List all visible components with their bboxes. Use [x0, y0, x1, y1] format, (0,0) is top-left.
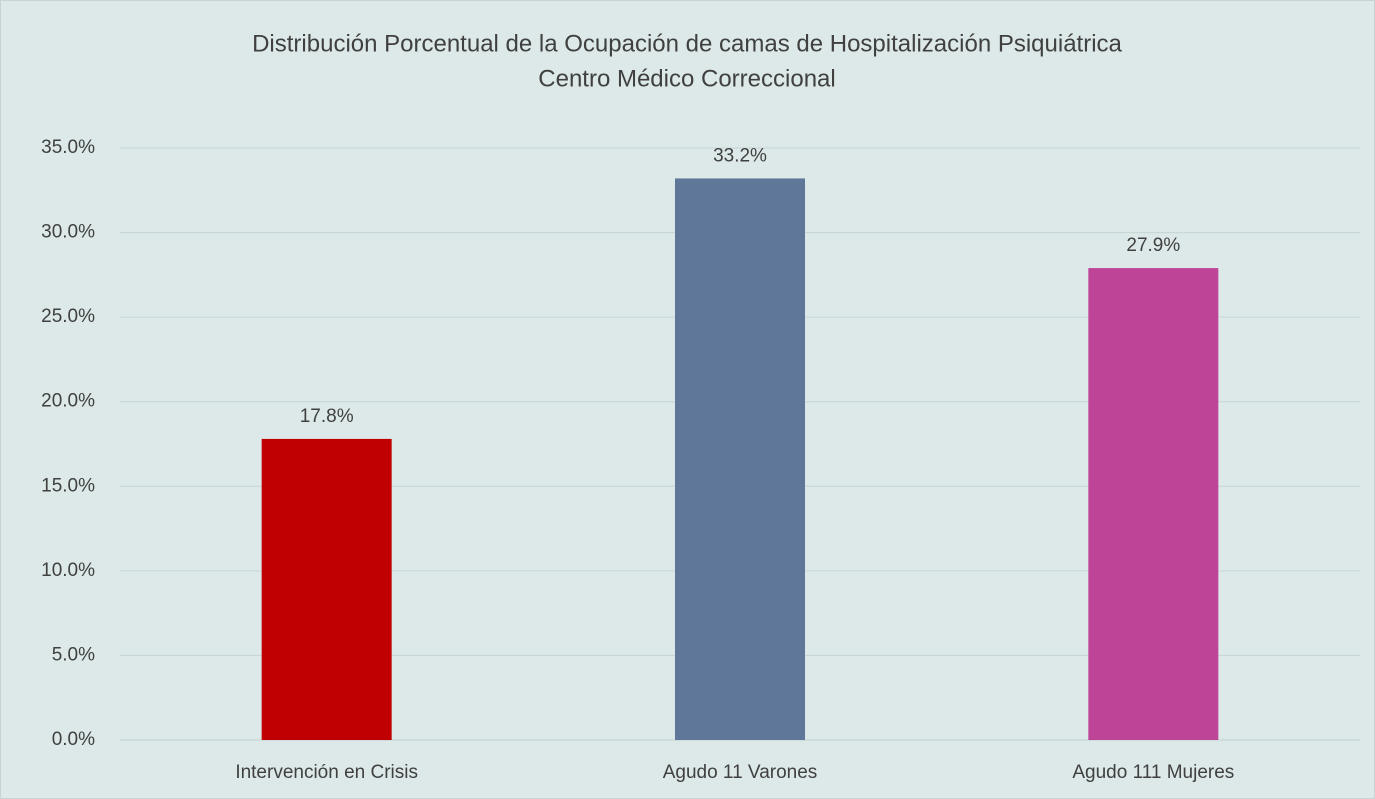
chart-title: Distribución Porcentual de la Ocupación … [252, 30, 1122, 57]
chart-subtitle: Centro Médico Correccional [538, 65, 835, 92]
bar [675, 178, 805, 741]
x-tick-label: Agudo 11 Varones [663, 762, 818, 783]
data-label: 33.2% [713, 145, 767, 166]
y-tick-label: 20.0% [41, 391, 95, 412]
y-tick-label: 25.0% [41, 306, 95, 327]
x-tick-label: Agudo 111 Mujeres [1072, 762, 1234, 783]
y-tick-label: 15.0% [41, 475, 95, 496]
y-tick-label: 30.0% [41, 222, 95, 243]
y-tick-label: 10.0% [41, 560, 95, 581]
x-tick-label: Intervención en Crisis [235, 762, 418, 783]
data-label: 27.9% [1126, 235, 1180, 256]
bar [1088, 268, 1219, 740]
y-tick-label: 35.0% [41, 137, 95, 158]
y-tick-label: 5.0% [52, 644, 95, 665]
bar [261, 438, 392, 740]
y-tick-label: 0.0% [52, 729, 95, 750]
data-label: 17.8% [300, 406, 354, 427]
